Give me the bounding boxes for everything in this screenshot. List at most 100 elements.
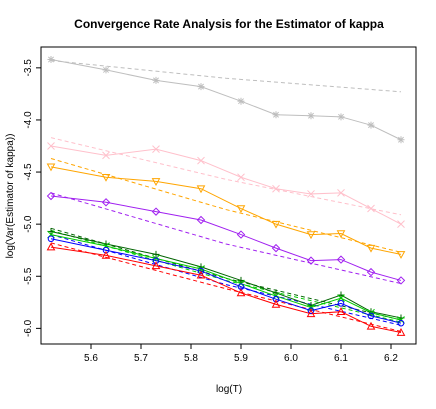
fit-line-3 [50, 158, 402, 253]
x-tick-label-1: 5.6 [84, 353, 98, 364]
chart-title: Convergence Rate Analysis for the Estima… [74, 17, 384, 31]
fit-line-1 [50, 60, 402, 93]
y-tick-label-2: -4.0 [23, 111, 34, 129]
data-point-3-6 [271, 220, 281, 229]
data-point-8-5 [236, 288, 246, 297]
data-point-7-3 [152, 257, 160, 264]
data-point-7-9 [367, 312, 375, 320]
data-point-2-6 [272, 184, 280, 193]
data-point-5-8 [337, 291, 345, 299]
fit-line-2 [50, 137, 402, 216]
data-point-5-5 [237, 276, 245, 284]
data-point-4-7 [306, 256, 316, 265]
series-line-2 [50, 145, 402, 225]
data-point-2-5 [237, 173, 245, 182]
data-point-4-3 [151, 207, 161, 216]
y-axis: -3.5 -4.0 -4.5 -5.0 -5.5 -6.0 [23, 59, 41, 337]
data-point-5-1 [47, 227, 55, 235]
fit-line-8 [50, 242, 402, 332]
data-point-8-6 [271, 299, 281, 308]
data-point-1-5 [237, 97, 245, 105]
data-point-1-2 [102, 66, 110, 74]
data-point-2-1 [47, 142, 55, 150]
data-point-8-7 [306, 309, 316, 318]
series-line-8 [50, 246, 402, 334]
fit-lines [50, 60, 402, 332]
series-line-6 [50, 234, 402, 321]
data-point-1-1 [47, 56, 55, 64]
data-markers [46, 56, 406, 336]
data-point-7-4 [197, 267, 205, 275]
x-axis-label: log(T) [216, 384, 242, 395]
data-point-3-2 [101, 173, 111, 182]
data-point-6-8 [337, 294, 345, 303]
x-tick-label-4: 5.9 [234, 353, 248, 364]
data-point-1-10 [397, 136, 405, 144]
data-point-4-10 [396, 276, 406, 285]
data-point-2-8 [337, 189, 345, 197]
data-point-3-7 [306, 231, 316, 240]
data-point-4-4 [196, 215, 206, 225]
data-point-8-10 [396, 328, 406, 336]
data-point-7-10 [397, 319, 405, 327]
data-point-3-8 [336, 230, 346, 239]
x-tick-label-3: 5.8 [184, 353, 198, 364]
data-point-1-7 [307, 112, 315, 120]
y-axis-label: log(Var(Estimator of kappa)) [5, 134, 16, 259]
fit-line-4 [50, 192, 402, 285]
data-point-8-8 [336, 307, 346, 315]
data-point-8-9 [366, 321, 376, 330]
data-point-8-1 [46, 242, 56, 251]
y-tick-label-5: -5.5 [23, 267, 34, 285]
data-point-7-2 [102, 246, 110, 254]
data-point-8-2 [101, 250, 111, 259]
data-point-2-10 [397, 220, 405, 229]
series-line-7 [50, 238, 402, 324]
series-line-4 [50, 195, 402, 281]
plot-frame [40, 46, 417, 345]
data-point-4-5 [236, 230, 246, 239]
data-point-3-1 [46, 163, 56, 172]
series-line-3 [50, 166, 402, 255]
data-point-1-6 [272, 111, 280, 119]
x-axis: 5.6 5.7 5.8 5.9 6.0 6.1 6.2 [84, 344, 398, 364]
data-point-2-7 [307, 190, 315, 198]
data-point-7-8 [337, 300, 345, 307]
data-point-7-7 [307, 307, 315, 314]
x-tick-label-7: 6.2 [384, 353, 398, 364]
data-point-2-9 [367, 204, 375, 213]
y-tick-label-4: -5.0 [23, 215, 34, 233]
data-point-3-9 [366, 244, 376, 253]
data-point-1-4 [197, 83, 205, 91]
data-point-5-9 [367, 308, 375, 316]
data-point-1-3 [152, 76, 160, 84]
data-point-4-6 [271, 243, 281, 253]
series-line-5 [50, 230, 402, 319]
data-point-3-4 [196, 185, 206, 194]
data-point-2-4 [197, 156, 205, 165]
data-point-5-3 [152, 250, 160, 258]
x-tick-label-2: 5.7 [134, 353, 148, 364]
x-tick-label-5: 6.0 [284, 353, 298, 364]
data-point-5-6 [272, 289, 280, 297]
series-line-1 [50, 59, 402, 141]
y-tick-label-6: -6.0 [23, 319, 34, 337]
data-point-4-1 [46, 191, 56, 201]
x-tick-label-6: 6.1 [334, 353, 348, 364]
data-point-7-6 [272, 295, 280, 303]
data-point-3-5 [236, 205, 246, 214]
data-point-1-8 [337, 113, 345, 121]
data-point-3-3 [151, 178, 161, 186]
data-point-7-1 [47, 235, 55, 243]
data-point-1-9 [367, 121, 375, 129]
data-point-4-2 [101, 198, 111, 207]
data-point-8-3 [151, 261, 161, 270]
series-lines [50, 59, 402, 334]
data-point-4-8 [336, 255, 346, 264]
y-tick-label-3: -4.5 [23, 163, 34, 181]
data-point-4-9 [366, 267, 376, 277]
data-point-3-10 [396, 251, 406, 259]
data-point-2-2 [102, 151, 110, 160]
data-point-8-4 [196, 270, 206, 279]
